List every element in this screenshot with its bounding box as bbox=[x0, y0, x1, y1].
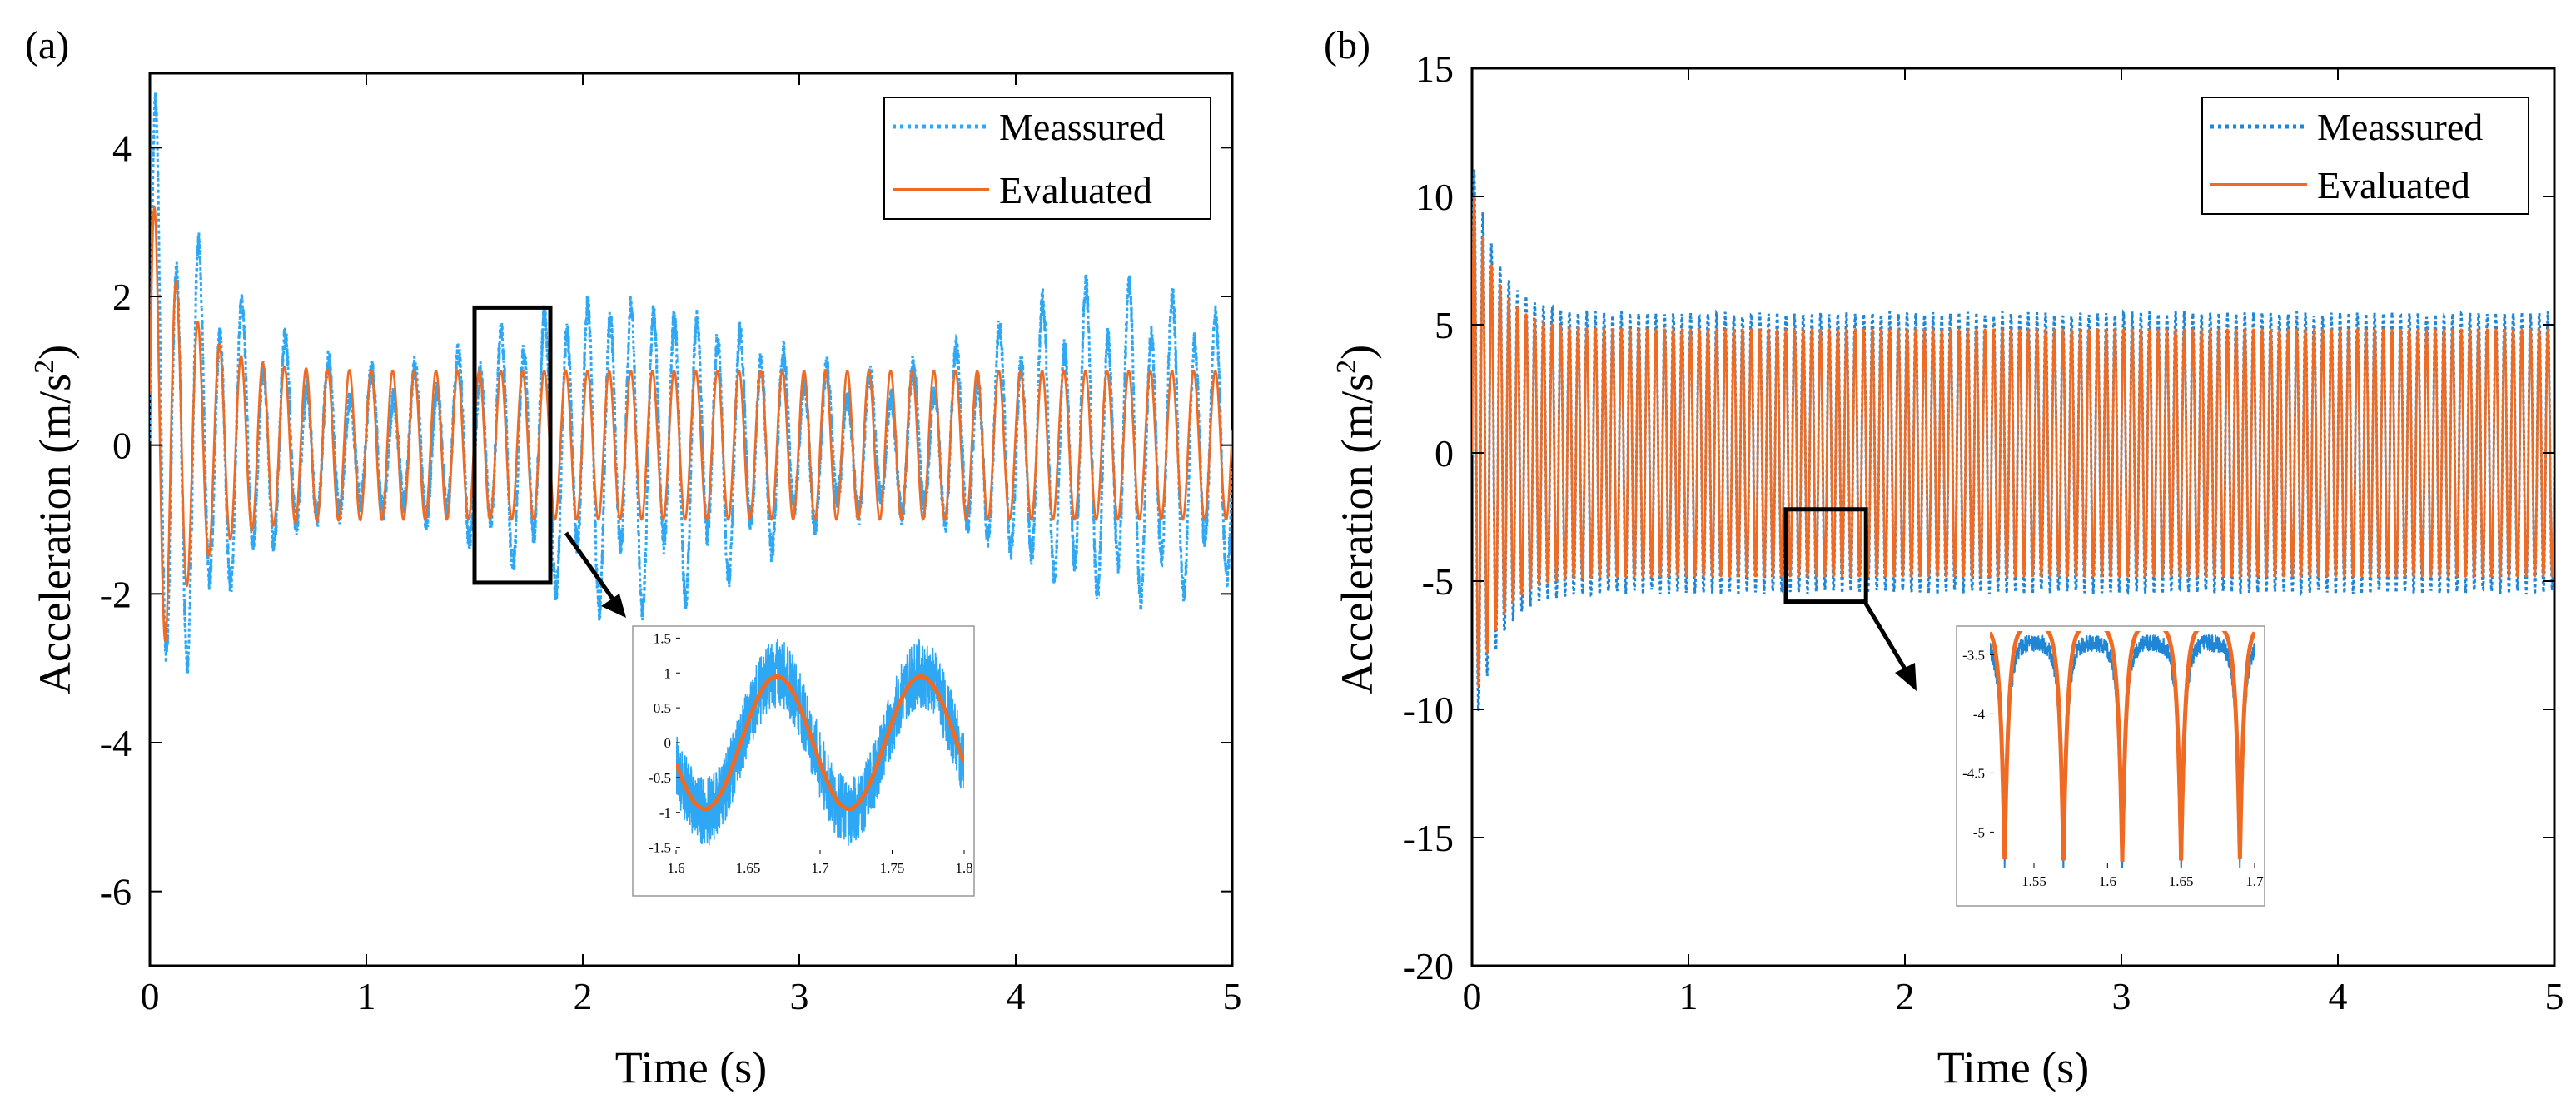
x-tick-label: 3 bbox=[790, 975, 809, 1017]
x-tick-label: 2 bbox=[1896, 975, 1915, 1017]
panel-b-inset-ticks: 1.55 1.6 1.65 1.7 -3.5 -4 -4.5 -5 bbox=[1962, 647, 2264, 889]
inset-measured-line bbox=[1990, 634, 2255, 868]
y-tick-label: -15 bbox=[1403, 817, 1454, 859]
inset-evaluated-line bbox=[676, 674, 964, 812]
series-evaluated-line bbox=[1472, 196, 2554, 688]
panel-a-series bbox=[150, 92, 1232, 674]
panel-a-inset-series bbox=[676, 638, 964, 846]
panel-b-zoom-arrowhead bbox=[1895, 663, 1917, 691]
panel-b-zoom-arrow bbox=[1861, 598, 1911, 676]
inset-y-tick-label: 1 bbox=[664, 665, 672, 681]
panel-b-ticks: 0 1 2 3 4 5 15 10 5 0 -5 -10 -15 -20 bbox=[1403, 47, 2564, 1017]
y-tick-label: -10 bbox=[1403, 689, 1454, 731]
inset-x-tick-label: 1.75 bbox=[880, 860, 905, 876]
y-tick-label: -2 bbox=[100, 573, 132, 615]
y-tick-label: 10 bbox=[1415, 176, 1454, 218]
panel-a-inset: 1.6 1.65 1.7 1.75 1.8 1.5 1 0.5 0 -0.5 -1 -1.5 bbox=[632, 625, 975, 897]
inset-y-tick-label: 0 bbox=[664, 735, 672, 751]
inset-y-tick-label: -3.5 bbox=[1962, 647, 1985, 663]
x-tick-label: 4 bbox=[2329, 975, 2348, 1017]
legend-evaluated-label: Evaluated bbox=[999, 169, 1152, 211]
inset-x-tick-label: 1.65 bbox=[2169, 873, 2194, 889]
inset-y-tick-label: -1 bbox=[659, 805, 671, 821]
x-tick-label: 4 bbox=[1007, 975, 1026, 1017]
panel-a-xlabel: Time (s) bbox=[615, 1042, 768, 1092]
series-evaluated-line bbox=[150, 205, 1232, 644]
panel-b-ylabel: Acceleration (m/s2) bbox=[1331, 345, 1382, 694]
inset-x-tick-label: 1.6 bbox=[2099, 873, 2116, 889]
panel-a-inset-ticks: 1.6 1.65 1.7 1.75 1.8 1.5 1 0.5 0 -0.5 -1 -1.5 bbox=[649, 630, 973, 876]
panel-a-ticks: 0 1 2 3 4 5 4 2 0 -2 -4 -6 bbox=[100, 73, 1242, 1017]
y-tick-label: 0 bbox=[1435, 432, 1454, 475]
inset-y-tick-label: -0.5 bbox=[649, 770, 671, 786]
inset-x-tick-label: 1.8 bbox=[955, 860, 972, 876]
inset-x-tick-label: 1.6 bbox=[667, 860, 684, 876]
panel-b-inset: 1.55 1.6 1.65 1.7 -3.5 -4 -4.5 -5 bbox=[1956, 625, 2265, 907]
legend-measured-label: Meassured bbox=[2317, 106, 2483, 148]
inset-y-tick-label: 1.5 bbox=[654, 630, 671, 646]
x-tick-label: 0 bbox=[1463, 975, 1482, 1017]
panel-b-zoom-box bbox=[1783, 507, 1868, 604]
legend-measured-label: Meassured bbox=[999, 106, 1165, 148]
x-tick-label: 1 bbox=[1679, 975, 1698, 1017]
y-tick-label: 15 bbox=[1415, 47, 1454, 90]
legend-evaluated-label: Evaluated bbox=[2317, 164, 2470, 206]
inset-y-tick-label: -1.5 bbox=[649, 840, 671, 856]
x-tick-label: 5 bbox=[2545, 975, 2564, 1017]
panel-b-series bbox=[1472, 169, 2554, 712]
panel-a-legend: Meassured Evaluated bbox=[883, 97, 1211, 220]
x-tick-label: 5 bbox=[1223, 975, 1242, 1017]
panel-a-ylabel: Acceleration (m/s2) bbox=[29, 345, 80, 694]
panel-a-label: (a) bbox=[25, 23, 69, 67]
panel-b-legend: Meassured Evaluated bbox=[2201, 97, 2529, 215]
panel-a-zoom-box bbox=[472, 305, 553, 585]
panel-b-chart: (b) 0 1 2 3 4 5 15 10 5 0 -5 -10 -15 -20 Meassured Ev… bbox=[1324, 23, 2564, 1092]
y-tick-label: -4 bbox=[100, 722, 132, 764]
panel-b-inset-series bbox=[1990, 631, 2255, 868]
inset-y-tick-label: -4.5 bbox=[1962, 765, 1985, 781]
panel-b-xlabel: Time (s) bbox=[1937, 1042, 2090, 1092]
inset-x-tick-label: 1.7 bbox=[811, 860, 829, 876]
inset-x-tick-label: 1.65 bbox=[736, 860, 761, 876]
y-tick-label: 4 bbox=[112, 127, 132, 169]
panel-b-label: (b) bbox=[1324, 23, 1370, 67]
panel-a-zoom-arrowhead bbox=[601, 594, 626, 618]
y-tick-label: -5 bbox=[1422, 560, 1454, 603]
y-tick-label: -6 bbox=[100, 871, 132, 913]
y-tick-label: 5 bbox=[1435, 304, 1454, 346]
inset-x-tick-label: 1.7 bbox=[2245, 873, 2264, 889]
inset-y-tick-label: 0.5 bbox=[654, 700, 671, 716]
inset-y-tick-label: -4 bbox=[1973, 706, 1986, 722]
y-tick-label: -20 bbox=[1403, 945, 1454, 987]
x-tick-label: 0 bbox=[141, 975, 160, 1017]
x-tick-label: 2 bbox=[574, 975, 593, 1017]
inset-evaluated-line bbox=[1990, 631, 2255, 862]
x-tick-label: 3 bbox=[2112, 975, 2131, 1017]
inset-y-tick-label: -5 bbox=[1973, 824, 1985, 840]
y-tick-label: 2 bbox=[112, 276, 132, 318]
inset-x-tick-label: 1.55 bbox=[2022, 873, 2046, 889]
y-tick-label: 0 bbox=[112, 425, 132, 467]
x-tick-label: 1 bbox=[357, 975, 376, 1017]
panel-a-zoom-arrow bbox=[564, 531, 619, 605]
